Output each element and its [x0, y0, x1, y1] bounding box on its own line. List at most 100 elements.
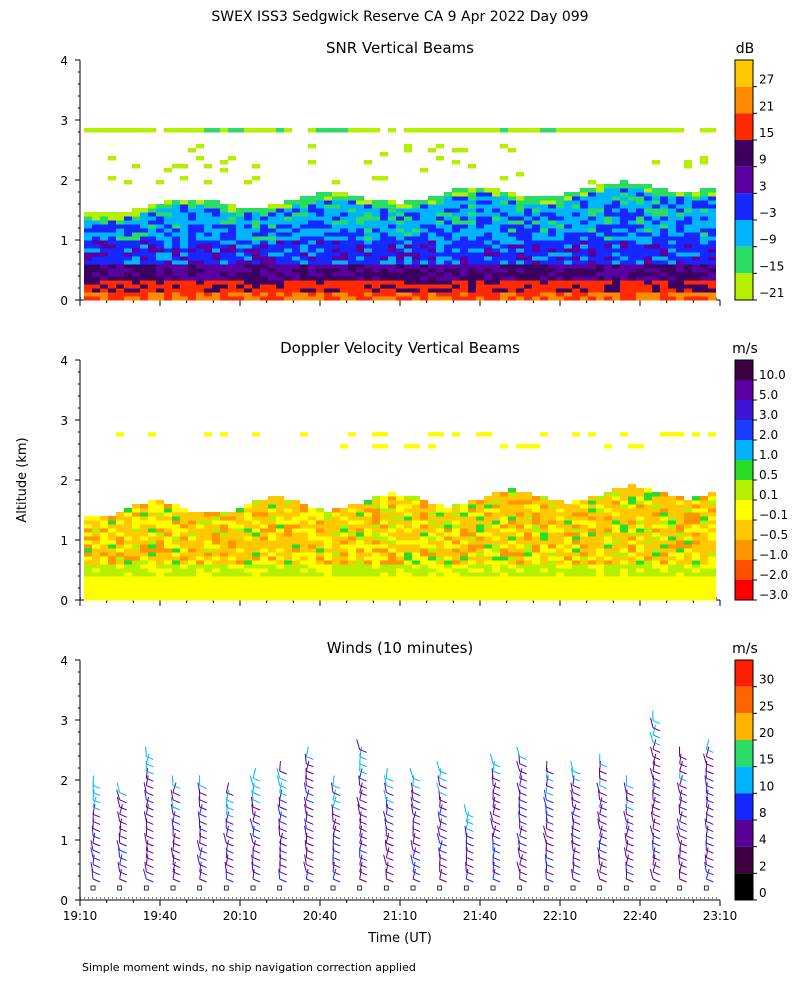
- doppler-cell: [220, 524, 228, 529]
- wind-barb-shaft: [303, 796, 307, 808]
- doppler-cell: [636, 492, 644, 497]
- doppler-cell: [252, 540, 260, 545]
- doppler-cell: [396, 520, 404, 525]
- wind-barb-shaft: [92, 854, 95, 865]
- snr-cell: [324, 260, 332, 265]
- snr-cell: [148, 288, 156, 293]
- snr-cell: [148, 232, 156, 237]
- doppler-cell: [564, 584, 572, 589]
- doppler-cell: [612, 580, 620, 585]
- doppler-cell: [300, 592, 308, 597]
- doppler-cell: [564, 540, 572, 545]
- doppler-cell: [548, 592, 556, 597]
- snr-cell: [476, 276, 484, 281]
- doppler-cell: [340, 548, 348, 553]
- doppler-cell: [132, 528, 140, 533]
- snr-cell: [364, 248, 372, 253]
- doppler-cell: [148, 524, 156, 529]
- doppler-cell: [204, 588, 212, 593]
- wind-barb-shaft: [142, 868, 147, 880]
- doppler-cell: [332, 552, 340, 557]
- doppler-cell: [420, 560, 428, 565]
- doppler-cell: [140, 572, 148, 577]
- snr-cell: [348, 276, 356, 281]
- snr-cell: [580, 256, 588, 261]
- snr-cell: [92, 272, 100, 277]
- snr-cell: [468, 228, 476, 233]
- snr-cell: [508, 252, 516, 257]
- doppler-cell: [276, 596, 284, 601]
- doppler-cell: [644, 564, 652, 569]
- snr-cell: [596, 240, 604, 245]
- doppler-cell: [468, 592, 476, 597]
- snr-cell: [164, 256, 172, 261]
- doppler-cell: [564, 572, 572, 577]
- doppler-cell: [436, 556, 444, 561]
- doppler-cell: [548, 584, 556, 589]
- wind-barb-flag: [386, 856, 394, 861]
- snr-cell: [604, 284, 612, 289]
- wind-barb-shaft: [439, 796, 441, 808]
- snr-cell: [156, 280, 164, 285]
- doppler-cell: [660, 508, 668, 513]
- snr-cell: [212, 248, 220, 253]
- snr-cell: [148, 276, 156, 281]
- snr-cell: [444, 276, 452, 281]
- snr-cell: [332, 232, 340, 237]
- wind-barb-flag: [172, 799, 181, 804]
- snr-cell: [236, 240, 244, 245]
- doppler-cell: [500, 540, 508, 545]
- doppler-cell: [500, 444, 508, 449]
- doppler-cell: [612, 540, 620, 545]
- snr-cell: [516, 252, 524, 257]
- snr-cell: [292, 272, 300, 277]
- snr-cell: [180, 244, 188, 249]
- wind-barb-shaft: [225, 840, 230, 851]
- snr-cell: [188, 284, 196, 289]
- doppler-cell: [500, 520, 508, 525]
- doppler-cell: [476, 560, 484, 565]
- snr-cell: [500, 236, 508, 241]
- wind-barb-flag: [519, 820, 527, 825]
- doppler-cell: [596, 552, 604, 557]
- doppler-cell: [700, 512, 708, 517]
- snr-cell: [404, 144, 412, 149]
- wind-barb-flag: [306, 784, 314, 789]
- doppler-cell: [84, 588, 92, 593]
- snr-cell: [124, 256, 132, 261]
- snr-cell: [428, 228, 436, 233]
- snr-cell: [412, 240, 420, 245]
- doppler-cell: [388, 572, 396, 577]
- snr-cell: [100, 276, 108, 281]
- snr-cell: [436, 240, 444, 245]
- doppler-cell: [540, 576, 548, 581]
- snr-cell: [484, 236, 492, 241]
- doppler-cell: [388, 524, 396, 529]
- doppler-cell: [644, 508, 652, 513]
- snr-cell: [388, 228, 396, 233]
- wind-barb-shaft: [199, 825, 202, 836]
- snr-cell: [596, 196, 604, 201]
- doppler-cell: [580, 564, 588, 569]
- snr-cell: [180, 288, 188, 293]
- doppler-cell: [324, 568, 332, 573]
- snr-cell: [652, 260, 660, 265]
- doppler-cell: [676, 544, 684, 549]
- doppler-cell: [588, 548, 596, 553]
- snr-cell: [524, 224, 532, 229]
- doppler-cell: [404, 548, 412, 553]
- doppler-cell: [172, 568, 180, 573]
- doppler-cell: [708, 528, 716, 533]
- snr-cell: [140, 232, 148, 237]
- doppler-cell: [436, 548, 444, 553]
- doppler-cell: [92, 536, 100, 541]
- snr-cell: [332, 276, 340, 281]
- snr-cell: [268, 232, 276, 237]
- doppler-cell: [252, 568, 260, 573]
- snr-cell: [508, 192, 516, 197]
- doppler-cell: [428, 536, 436, 541]
- doppler-cell: [484, 500, 492, 505]
- snr-cell: [580, 292, 588, 297]
- snr-cell: [252, 248, 260, 253]
